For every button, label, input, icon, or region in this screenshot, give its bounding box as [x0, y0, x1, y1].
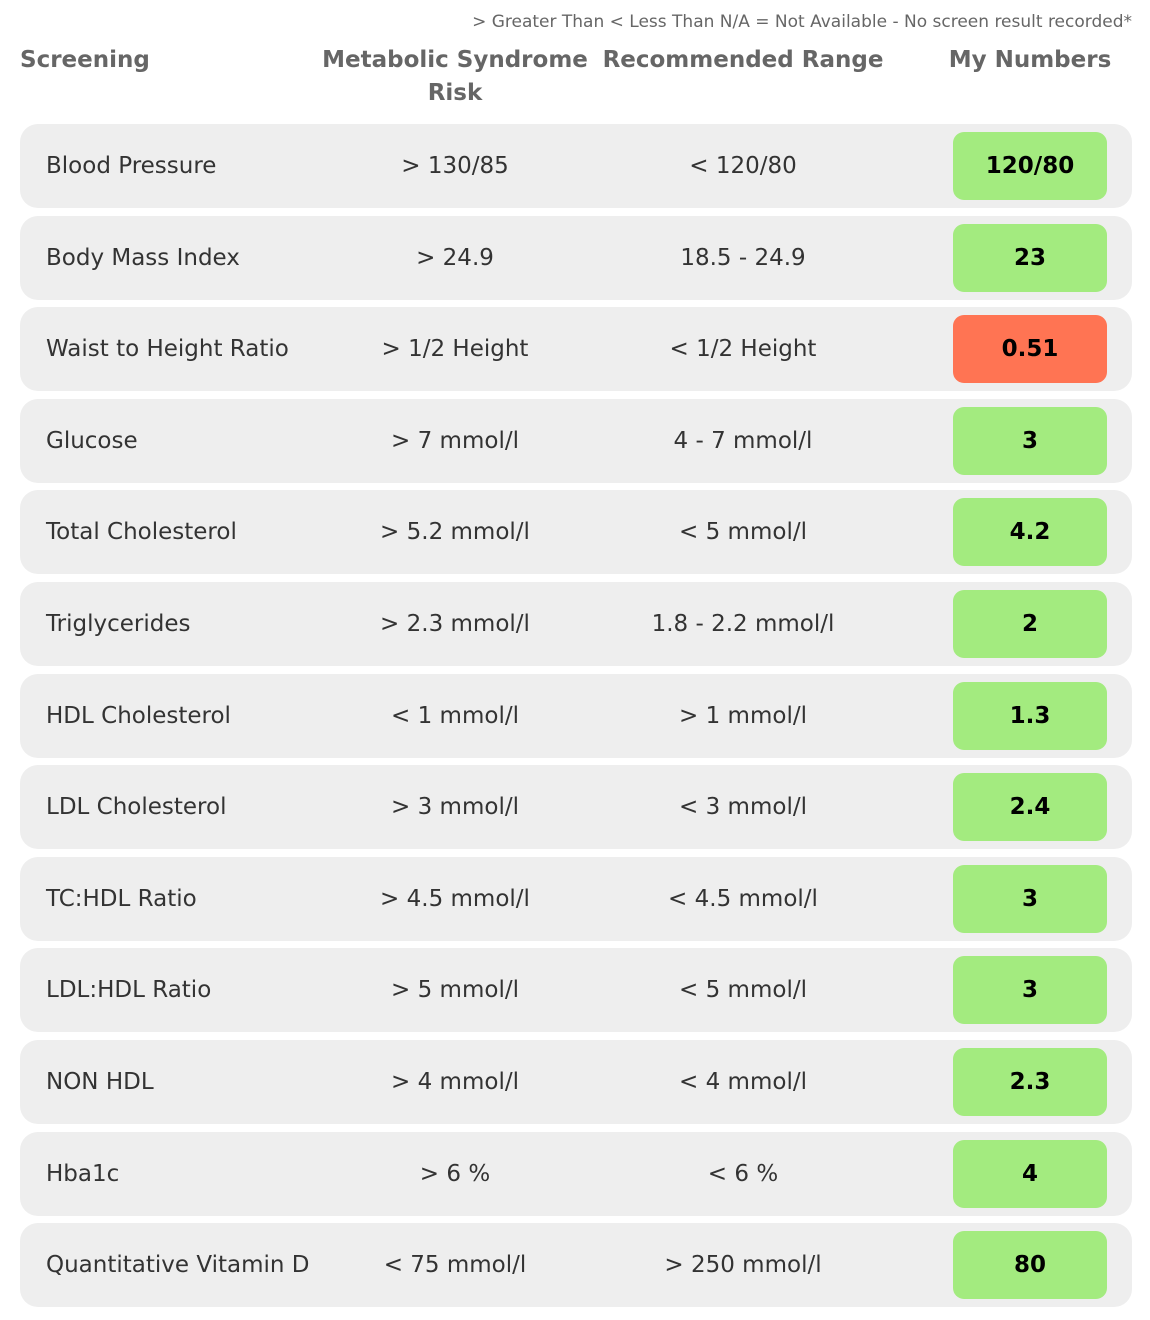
- screening-name: Body Mass Index: [46, 244, 240, 271]
- screening-name: TC:HDL Ratio: [46, 885, 197, 912]
- recommended-range-value: 1.8 - 2.2 mmol/l: [651, 610, 835, 637]
- recommended-range-value: < 1/2 Height: [669, 336, 817, 363]
- legend-note: > Greater Than < Less Than N/A = Not Ava…: [472, 12, 1132, 32]
- metabolic-risk-value: > 130/85: [401, 153, 509, 179]
- my-number-badge: 2.3: [953, 1047, 1107, 1116]
- metabolic-risk-value: > 7 mmol/l: [391, 427, 519, 454]
- metabolic-risk-value: > 1/2 Height: [381, 336, 529, 363]
- my-number-badge: 120/80: [953, 132, 1107, 200]
- screening-name: Total Cholesterol: [46, 519, 237, 546]
- column-header-range: Recommended Range: [602, 47, 884, 73]
- screening-name: Glucose: [46, 427, 138, 454]
- metabolic-risk-value: > 5 mmol/l: [391, 977, 519, 1004]
- recommended-range-value: > 1 mmol/l: [679, 702, 807, 729]
- my-number-badge: 80: [953, 1231, 1107, 1300]
- my-number-badge: 3: [953, 956, 1107, 1025]
- recommended-range-value: 4 - 7 mmol/l: [673, 427, 813, 454]
- metabolic-risk-value: > 24.9: [416, 244, 494, 271]
- screening-name: NON HDL: [46, 1068, 154, 1095]
- recommended-range-value: < 4.5 mmol/l: [668, 885, 818, 912]
- table-row: Waist to Height Ratio > 1/2 Height < 1/2 H…: [20, 307, 1132, 392]
- column-header-screening: Screening: [20, 47, 150, 73]
- my-number-badge: 3: [953, 864, 1107, 933]
- column-header-risk: Metabolic Syndrome Risk: [322, 47, 588, 106]
- screening-name: Quantitative Vitamin D: [46, 1252, 310, 1279]
- table-row: LDL Cholesterol > 3 mmol/l < 3 mmol/l 2.4: [20, 765, 1132, 850]
- metabolic-risk-value: < 1 mmol/l: [391, 702, 519, 729]
- my-number-badge: 4: [953, 1139, 1107, 1208]
- my-number-badge: 0.51: [953, 315, 1107, 384]
- column-header-my-numbers: My Numbers: [948, 47, 1112, 73]
- table-row: TC:HDL Ratio > 4.5 mmol/l < 4.5 mmol/l 3: [20, 856, 1132, 941]
- my-number-badge: 2: [953, 589, 1107, 658]
- table-row: NON HDL > 4 mmol/l < 4 mmol/l 2.3: [20, 1039, 1132, 1124]
- metabolic-risk-value: > 3 mmol/l: [391, 794, 519, 821]
- my-number-badge: 1.3: [953, 681, 1107, 750]
- my-number-badge: 3: [953, 406, 1107, 475]
- table-row: LDL:HDL Ratio > 5 mmol/l < 5 mmol/l 3: [20, 948, 1132, 1033]
- recommended-range-value: < 3 mmol/l: [679, 794, 807, 821]
- metabolic-risk-value: > 4 mmol/l: [391, 1068, 519, 1095]
- my-number-badge: 2.4: [953, 773, 1107, 842]
- my-number-badge: 4.2: [953, 498, 1107, 567]
- table-row: Total Cholesterol > 5.2 mmol/l < 5 mmol/l 4…: [20, 490, 1132, 575]
- screening-name: Triglycerides: [46, 610, 191, 637]
- screening-name: LDL:HDL Ratio: [46, 977, 212, 1004]
- screening-name: Blood Pressure: [46, 153, 217, 179]
- my-number-badge: 23: [953, 223, 1107, 292]
- metabolic-risk-value: < 75 mmol/l: [383, 1252, 527, 1279]
- recommended-range-value: > 250 mmol/l: [664, 1252, 822, 1279]
- metabolic-risk-value: > 2.3 mmol/l: [380, 610, 530, 637]
- table-row: Glucose > 7 mmol/l 4 - 7 mmol/l 3: [20, 398, 1132, 483]
- metabolic-risk-value: > 5.2 mmol/l: [380, 519, 530, 546]
- table-row: Body Mass Index > 24.9 18.5 - 24.9 23: [20, 215, 1132, 300]
- screening-table: Blood Pressure > 130/85 < 120/80 120/80 Body…: [20, 124, 1132, 1315]
- table-header: Screening Metabolic Syndrome Risk Recomm…: [20, 44, 1132, 116]
- recommended-range-value: < 120/80: [689, 153, 797, 179]
- metabolic-risk-value: > 6 %: [419, 1160, 491, 1187]
- screening-name: Hba1c: [46, 1160, 120, 1187]
- table-row: HDL Cholesterol < 1 mmol/l > 1 mmol/l 1.3: [20, 673, 1132, 758]
- screening-name: LDL Cholesterol: [46, 794, 227, 821]
- recommended-range-value: < 4 mmol/l: [679, 1068, 807, 1095]
- table-row: Quantitative Vitamin D < 75 mmol/l > 250 m…: [20, 1223, 1132, 1308]
- table-row: Hba1c > 6 % < 6 % 4: [20, 1131, 1132, 1216]
- recommended-range-value: < 6 %: [707, 1160, 779, 1187]
- metabolic-risk-value: > 4.5 mmol/l: [380, 885, 530, 912]
- recommended-range-value: < 5 mmol/l: [679, 519, 807, 546]
- screening-name: HDL Cholesterol: [46, 702, 231, 729]
- table-row: Triglycerides > 2.3 mmol/l 1.8 - 2.2 mmol/…: [20, 581, 1132, 666]
- table-row: Blood Pressure > 130/85 < 120/80 120/80: [20, 124, 1132, 208]
- screening-name: Waist to Height Ratio: [46, 336, 289, 363]
- recommended-range-value: < 5 mmol/l: [679, 977, 807, 1004]
- recommended-range-value: 18.5 - 24.9: [680, 244, 806, 271]
